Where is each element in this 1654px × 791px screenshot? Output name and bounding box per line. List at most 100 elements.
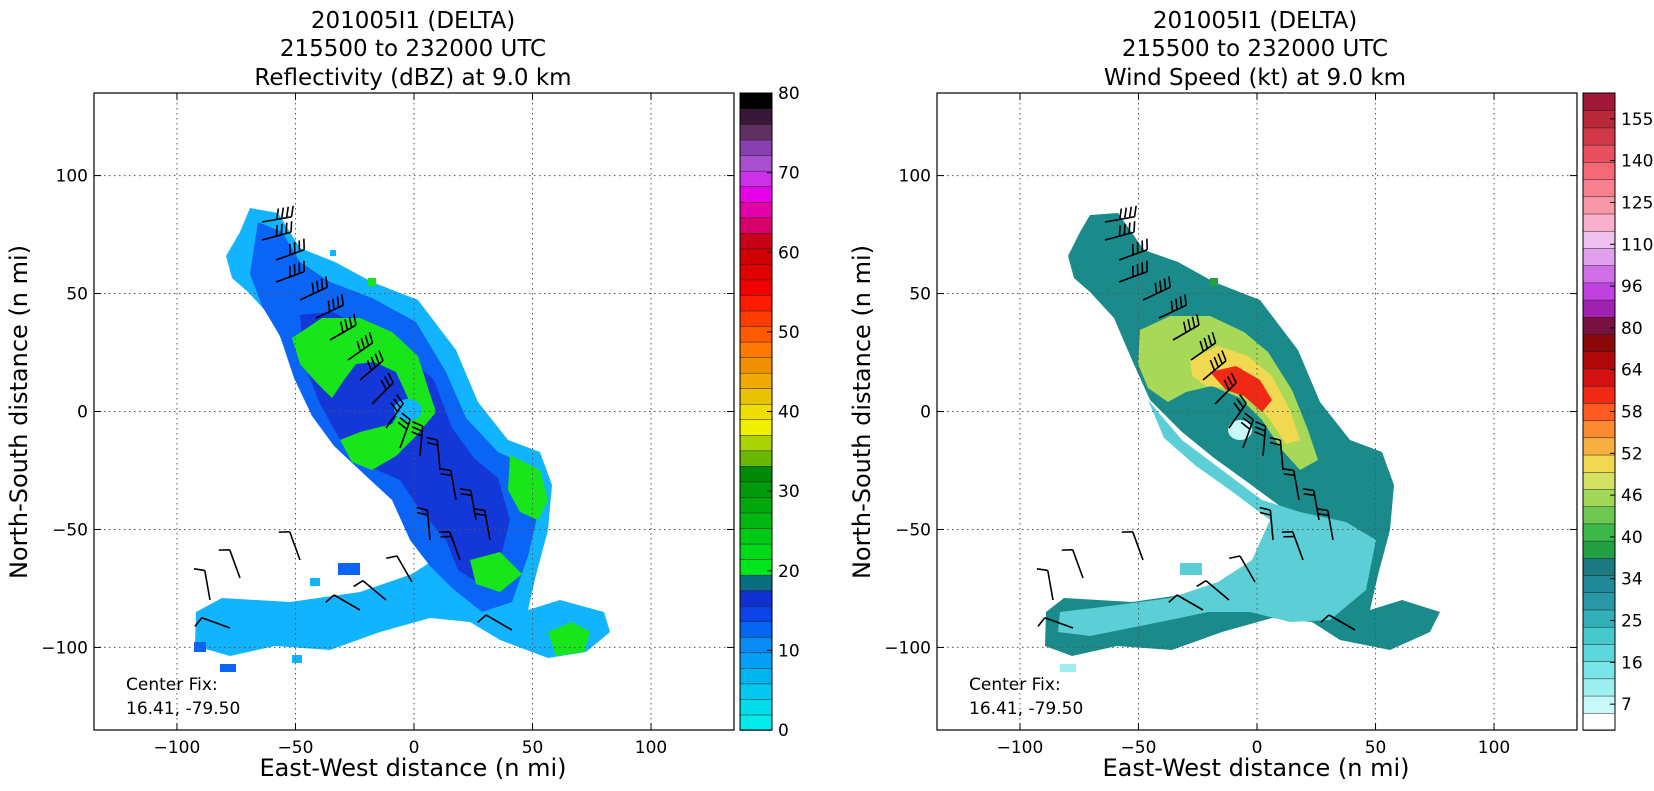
left-title-line-1: 201005I1 (DELTA) [311,8,515,34]
colorbar-tick-label: 40 [778,403,800,423]
right-y-axis-label: North-South distance (n mi) [848,245,876,579]
y-tick-label: −50 [895,520,931,540]
colorbar-swatch [1583,248,1615,266]
colorbar-swatch [740,559,772,575]
left-title-line-2: 215500 to 232000 UTC [280,36,546,62]
y-tick-label: 0 [77,403,88,423]
y-tick-label: 100 [899,167,931,187]
wind-cell [1210,278,1218,286]
colorbar-swatch [1583,317,1615,335]
right-title-line-2: 215500 to 232000 UTC [1122,36,1388,62]
colorbar-swatch [740,621,772,637]
wind-speed-panel: 201005I1 (DELTA) 215500 to 232000 UTC Wi… [848,8,1653,782]
colorbar-swatch [1583,386,1615,404]
colorbar-swatch [740,357,772,373]
colorbar-swatch [740,606,772,622]
colorbar-swatch [1583,472,1615,490]
colorbar-swatch [1583,145,1615,163]
colorbar-swatch [1583,627,1615,645]
colorbar-swatch [1583,541,1615,559]
colorbar-swatch [740,575,772,591]
colorbar-tick-label: 40 [1621,528,1643,548]
colorbar-swatch [740,326,772,342]
colorbar-swatch [1583,93,1615,111]
wind-cell [1060,664,1076,672]
colorbar-tick-label: 110 [1621,235,1653,255]
x-tick-label: −100 [997,738,1044,758]
colorbar-swatch [1583,196,1615,214]
y-tick-label: −100 [41,638,88,658]
colorbar-swatch [1583,644,1615,662]
colorbar-swatch [740,683,772,699]
right-x-axis-label: East-West distance (n mi) [1102,754,1409,782]
refl-cell [292,655,302,663]
colorbar-swatch [1583,351,1615,369]
colorbar-swatch [1583,489,1615,507]
colorbar-swatch [740,264,772,280]
x-tick-label: −100 [154,738,201,758]
colorbar-tick-label: 16 [1621,653,1643,673]
colorbar-swatch [740,295,772,311]
colorbar-tick-label: 70 [778,164,800,184]
x-tick-label: 100 [1478,738,1510,758]
left-x-axis-label: East-West distance (n mi) [259,754,566,782]
colorbar-swatch [1583,265,1615,283]
right-title-line-1: 201005I1 (DELTA) [1153,8,1357,34]
colorbar-tick-label: 50 [778,323,800,343]
colorbar-swatch [740,450,772,466]
wind-barb-flag [291,221,292,232]
colorbar-swatch [740,466,772,482]
colorbar-tick-label: 52 [1621,444,1643,464]
colorbar-swatch [1583,713,1615,731]
wind-barb-flag [1119,225,1120,236]
colorbar-swatch [740,512,772,528]
wind-barb-flag [1124,224,1125,235]
colorbar-swatch [740,388,772,404]
colorbar-swatch [740,311,772,327]
colorbar-swatch [1583,592,1615,610]
colorbar-swatch [740,481,772,497]
wind-barb-flag [1129,223,1130,234]
reflectivity-panel: 201005I1 (DELTA) 215500 to 232000 UTC Re… [5,8,800,782]
colorbar-swatch [1583,420,1615,438]
colorbar-tick-label: 20 [778,562,800,582]
colorbar-tick-label: 64 [1621,361,1643,381]
wind-barb-flag [286,223,287,234]
y-tick-label: 50 [909,285,931,305]
y-tick-label: 50 [66,285,88,305]
colorbar-tick-label: 155 [1621,110,1653,130]
colorbar-swatch [740,124,772,140]
colorbar-swatch [1583,214,1615,232]
colorbar-tick-label: 140 [1621,152,1653,172]
colorbar-tick-label: 30 [778,482,800,502]
colorbar-swatch [740,652,772,668]
colorbar-tick-label: 34 [1621,570,1643,590]
colorbar-swatch [740,202,772,218]
colorbar-swatch [1583,506,1615,524]
colorbar-swatch [1583,300,1615,318]
colorbar-swatch [740,528,772,544]
wind-barb-flag [281,224,282,235]
colorbar-swatch [1583,661,1615,679]
colorbar-tick-label: 25 [1621,612,1643,632]
colorbar-swatch [740,590,772,606]
colorbar-tick-label: 80 [1621,319,1643,339]
right-center-fix-value: 16.41, -79.50 [969,699,1083,719]
x-tick-label: 100 [635,738,667,758]
colorbar-swatch [740,109,772,125]
colorbar-tick-label: 60 [778,243,800,263]
colorbar-swatch [740,279,772,295]
colorbar-swatch [1583,127,1615,145]
colorbar-swatch [1583,282,1615,300]
colorbar-tick-label: 46 [1621,486,1643,506]
y-tick-label: 0 [920,403,931,423]
refl-cell [368,278,376,286]
colorbar-swatch [740,217,772,233]
colorbar-swatch [740,155,772,171]
colorbar-tick-label: 7 [1621,695,1632,715]
colorbar-swatch [1583,678,1615,696]
colorbar-tick-label: 125 [1621,193,1653,213]
colorbar-tick-label: 10 [778,641,800,661]
colorbar-swatch [1583,179,1615,197]
